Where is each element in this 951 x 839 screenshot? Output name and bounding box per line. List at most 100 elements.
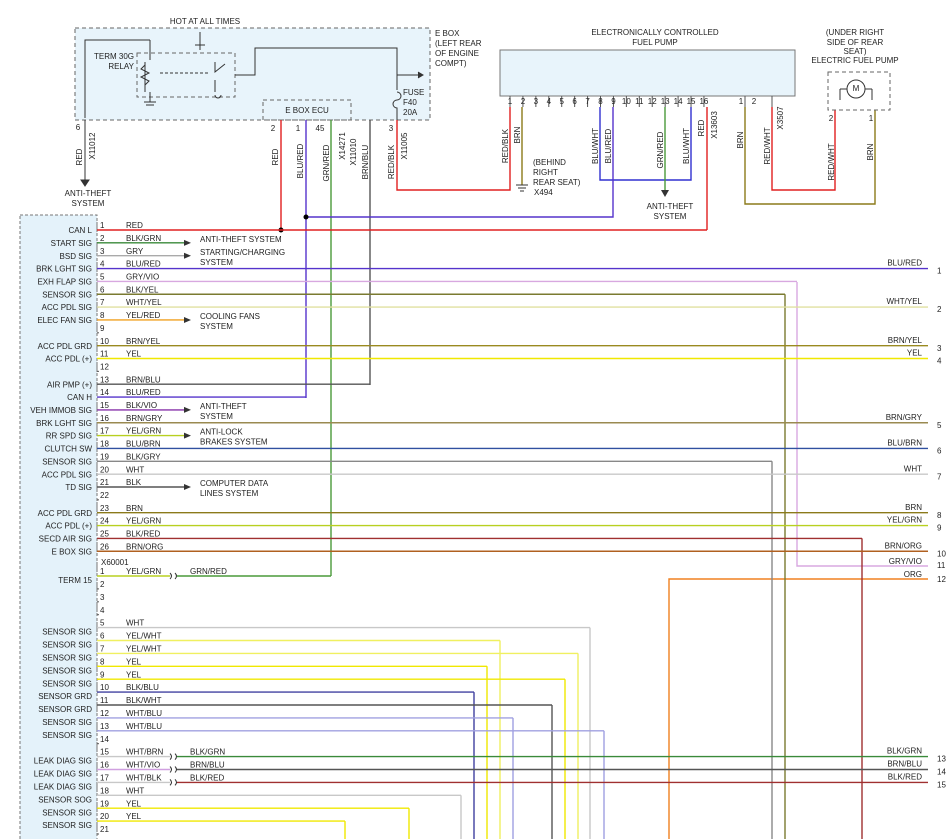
label: (LEFT REAR <box>435 39 482 48</box>
wire-color: YEL <box>126 812 142 821</box>
wire-color: WHT/YEL <box>886 297 922 306</box>
ecu-box <box>262 99 352 121</box>
wire-color: WHT <box>126 465 144 474</box>
wire-color: BRN/YEL <box>126 337 161 346</box>
wire-color: YEL/GRN <box>126 517 161 526</box>
pin-number: 2 <box>100 234 105 243</box>
label: RED/BLK <box>501 128 510 163</box>
pin-number: 12 <box>100 709 109 718</box>
label: X60001 <box>101 558 129 567</box>
pin-number: 16 <box>699 97 708 106</box>
wire-color: YEL/WHT <box>126 632 162 641</box>
label: X3507 <box>776 106 785 130</box>
arrow <box>661 190 669 197</box>
label: 2 <box>271 124 276 133</box>
pin-label: TD SIG <box>65 483 92 492</box>
label: 2 <box>829 114 834 123</box>
pin-label: ACC PDL GRD <box>38 342 93 351</box>
destination-number: 7 <box>937 472 942 481</box>
label: GRN/RED <box>656 131 665 168</box>
wire-color: WHT/BLU <box>126 709 162 718</box>
label: (UNDER RIGHT <box>826 28 884 37</box>
label: RED/WHT <box>827 143 836 180</box>
wire-color: BLK/BLU <box>126 683 159 692</box>
arrow <box>184 239 191 246</box>
pin-number: 7 <box>100 645 105 654</box>
e-box-internals <box>80 32 424 187</box>
pin-number: 12 <box>648 97 657 106</box>
inline-connector <box>169 572 177 580</box>
label: F40 <box>403 98 417 107</box>
label: ELECTRIC FUEL PUMP <box>811 56 898 65</box>
pin-number: 2 <box>100 580 105 589</box>
pin-number: 15 <box>687 97 696 106</box>
destination: COOLING FANS <box>200 312 260 321</box>
pin-label: SENSOR SIG <box>42 457 92 466</box>
label: BLU/WHT <box>591 128 600 164</box>
label: SYSTEM <box>72 199 105 208</box>
label: X14271 <box>338 132 347 160</box>
pin-number: 25 <box>100 530 109 539</box>
wire-color: BRN <box>905 503 922 512</box>
pin-label: LEAK DIAG SIG <box>34 783 92 792</box>
pin-label: ACC PDL (+) <box>45 522 92 531</box>
pin-number: 8 <box>100 311 105 320</box>
wire-color: YEL <box>126 670 142 679</box>
wire-color: BLK/GRN <box>126 234 161 243</box>
pin-number: 26 <box>100 542 109 551</box>
label: RED <box>75 148 84 165</box>
pin-number: 3 <box>534 97 539 106</box>
wire-color: BRN/GRY <box>886 413 923 422</box>
top-wires <box>280 107 928 839</box>
destination-number: 9 <box>937 524 942 533</box>
pin-number: 18 <box>100 440 109 449</box>
destination: ANTI-THEFT SYSTEM <box>200 235 282 244</box>
wire-color: BRN/BLU <box>190 761 225 770</box>
pin-label: ACC PDL SIG <box>42 470 92 479</box>
wire-color: YEL <box>126 799 142 808</box>
wire-color: BRN/YEL <box>888 336 923 345</box>
wire-color: BLK <box>126 478 142 487</box>
wire-color: BLU/RED <box>126 260 161 269</box>
label: 1 <box>869 114 874 123</box>
destination: ANTI-LOCK <box>200 428 243 437</box>
pin-number: 12 <box>100 362 109 371</box>
wire-color: BLU/RED <box>887 259 922 268</box>
wire-color: GRY <box>126 247 144 256</box>
pin-number: 21 <box>100 478 109 487</box>
pin-label: START SIG <box>51 239 92 248</box>
wire-color: BLK/YEL <box>126 285 159 294</box>
destination: ANTI-THEFT <box>200 402 247 411</box>
label: 45 <box>316 124 325 133</box>
wire-color: WHT/BRN <box>126 748 164 757</box>
wire-color: WHT <box>904 464 922 473</box>
wire-color: BLU/RED <box>126 388 161 397</box>
destination-number: 2 <box>937 305 942 314</box>
label: 1 <box>739 97 744 106</box>
pin-number: 13 <box>100 375 109 384</box>
motor-leads <box>839 88 873 100</box>
label: 1 <box>296 124 301 133</box>
label: FUSE <box>403 88 424 97</box>
pin-number: 4 <box>100 260 105 269</box>
wire-color: YEL <box>907 349 923 358</box>
pin-label: SENSOR SIG <box>42 821 92 830</box>
pin-number: 15 <box>100 401 109 410</box>
label: RED <box>697 119 706 136</box>
pin-number: 5 <box>100 273 105 282</box>
destination-number: 8 <box>937 511 942 520</box>
label: RED/BLK <box>387 144 396 179</box>
label: ELECTRONICALLY CONTROLLED <box>591 28 719 37</box>
pin-number: 6 <box>100 285 105 294</box>
label: M <box>853 84 860 93</box>
pin-label: ELEC FAN SIG <box>37 316 92 325</box>
wire-color: YEL <box>126 350 142 359</box>
destination-number: 6 <box>937 447 942 456</box>
wire-color: BLU/BRN <box>126 440 161 449</box>
label: SEAT) <box>844 47 867 56</box>
label: TERM 30G <box>94 52 134 61</box>
label: BRN/BLU <box>361 144 370 179</box>
destination: COMPUTER DATA <box>200 479 269 488</box>
label: RIGHT <box>533 168 558 177</box>
wire-color: YEL/GRN <box>126 567 161 576</box>
